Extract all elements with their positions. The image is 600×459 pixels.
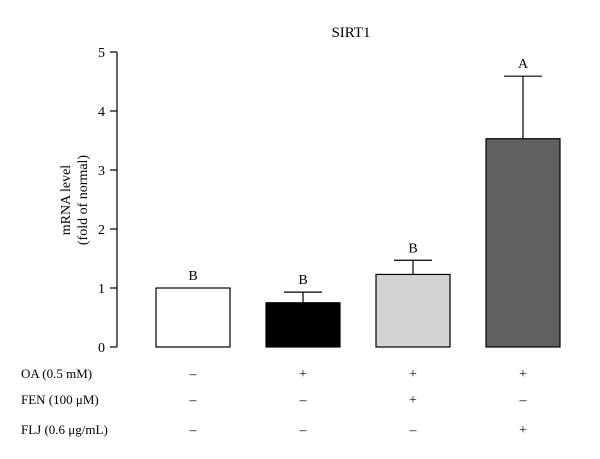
significance-letter: B	[188, 269, 197, 284]
treatment-sign: –	[299, 423, 308, 438]
y-tick-label: 4	[98, 105, 105, 120]
treatment-sign: +	[409, 367, 417, 382]
treatment-row-label: OA (0.5 mM)	[21, 366, 92, 381]
treatment-sign: +	[519, 367, 527, 382]
chart-title: SIRT1	[331, 25, 370, 41]
treatment-table: OA (0.5 mM) FEN (100 μM) FLJ (0.6 μg/mL) – –…	[21, 366, 528, 438]
y-axis-label-line: mRNA level	[59, 165, 74, 235]
y-tick-label: 2	[98, 223, 105, 238]
treatment-sign: –	[189, 367, 198, 382]
y-tick-label: 3	[98, 164, 105, 179]
treatment-sign: +	[519, 423, 527, 438]
y-tick-label: 0	[98, 341, 105, 356]
bars: B B B A	[155, 57, 561, 348]
treatment-sign: –	[519, 393, 528, 408]
treatment-sign: +	[299, 367, 307, 382]
treatment-sign: –	[409, 423, 418, 438]
bar	[155, 287, 231, 348]
y-tick-label: 1	[98, 282, 105, 297]
significance-letter: B	[408, 241, 417, 256]
treatment-sign: +	[409, 393, 417, 408]
y-axis-label-line: (fold of normal)	[76, 155, 91, 246]
treatment-sign: –	[189, 423, 198, 438]
bar	[485, 138, 561, 348]
y-tick-label: 5	[98, 46, 105, 61]
treatment-sign: –	[299, 393, 308, 408]
bar	[265, 302, 341, 348]
significance-letter: B	[298, 273, 307, 288]
treatment-row-label: FEN (100 μM)	[21, 392, 99, 407]
bar	[375, 273, 451, 348]
significance-letter: A	[518, 57, 529, 72]
y-axis: 0 1 2 3 4 5	[98, 46, 118, 356]
y-axis-label: mRNA level (fold of normal)	[59, 155, 91, 246]
treatment-row-label: FLJ (0.6 μg/mL)	[21, 422, 108, 437]
treatment-sign: –	[189, 393, 198, 408]
